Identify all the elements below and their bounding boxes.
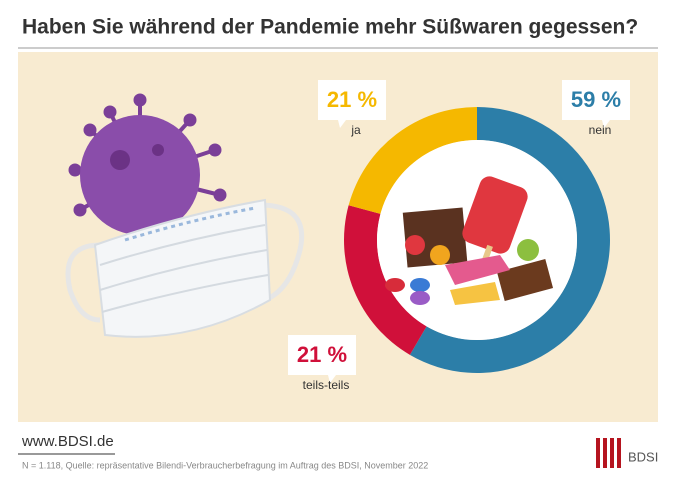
value-label: 21 % [297, 342, 347, 367]
donut-segment [409, 107, 610, 373]
callout-box [288, 335, 356, 383]
category-label: teils-teils [303, 378, 350, 392]
donut-segment [344, 205, 427, 355]
callout-box [318, 80, 386, 128]
logo-mark [596, 438, 621, 468]
value-label: 21 % [327, 87, 377, 112]
mask-illustration [65, 198, 305, 338]
category-label: nein [589, 123, 612, 137]
category-label: ja [350, 123, 361, 137]
callout-box [562, 80, 630, 128]
footer-source: N = 1.118, Quelle: repräsentative Bilend… [22, 460, 428, 470]
footer-url: www.BDSI.de [21, 433, 114, 450]
logo-text: BDSI [628, 449, 658, 464]
sweets-illustration [385, 176, 554, 305]
chart-title: Haben Sie während der Pandemie mehr Süßw… [22, 16, 638, 39]
virus-illustration [68, 93, 227, 235]
value-label: 59 % [571, 87, 621, 112]
donut-segment [348, 107, 477, 214]
